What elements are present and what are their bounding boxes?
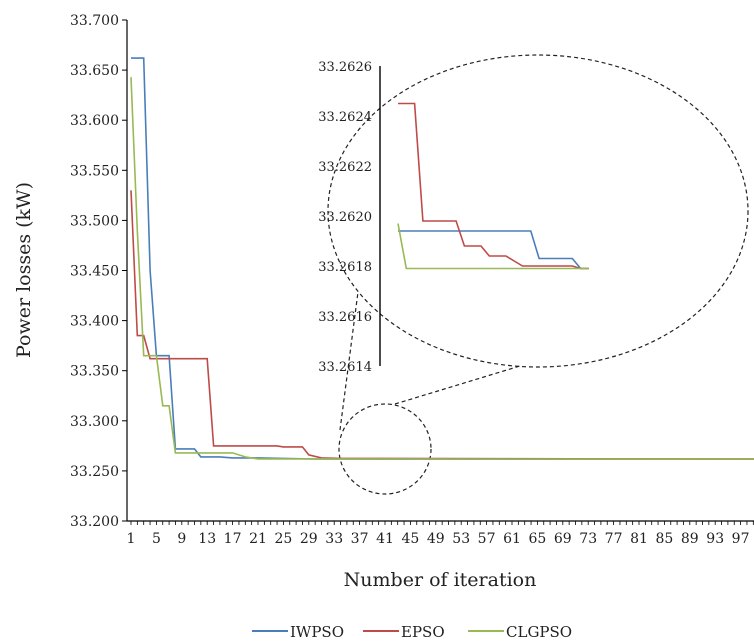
- x-tick-label: 81: [630, 531, 648, 547]
- x-tick-label: 5: [152, 531, 161, 547]
- zoom-connector-lower: [394, 365, 521, 405]
- inset-series-line-clgpso: [397, 223, 589, 270]
- x-tick-label: 97: [732, 531, 750, 547]
- y-tick-label: 33.600: [70, 113, 119, 129]
- zoom-connector-upper: [339, 291, 359, 431]
- series-line-epso: [130, 190, 754, 460]
- series-line-clgpso: [130, 77, 754, 460]
- inset-y-tick-label: 33.2614: [318, 360, 372, 375]
- legend-label-clgpso: CLGPSO: [506, 623, 572, 641]
- x-tick-label: 29: [300, 531, 318, 547]
- main-axes: 33.200 33.250 33.300 33.350 33.400 33.450 33.5…: [70, 13, 754, 547]
- inset-y-tick-label: 33.2622: [318, 160, 372, 175]
- inset-y-tick-label: 33.2620: [318, 210, 372, 225]
- x-tick-label: 9: [177, 531, 186, 547]
- x-tick-label: 37: [351, 531, 369, 547]
- y-tick-label: 33.250: [70, 464, 119, 480]
- inset-y-tick-label: 33.2618: [318, 260, 372, 275]
- x-tick-label: 21: [249, 531, 267, 547]
- legend: IWPSO EPSO CLGPSO: [252, 623, 572, 641]
- x-tick-label: 49: [427, 531, 445, 547]
- x-tick-label: 69: [554, 531, 572, 547]
- inset-series-line-epso: [398, 102, 589, 270]
- x-tick-label: 13: [198, 531, 216, 547]
- legend-label-iwpso: IWPSO: [290, 623, 344, 641]
- y-tick-label: 33.500: [70, 213, 119, 229]
- x-tick-label: 1: [127, 531, 136, 547]
- legend-label-epso: EPSO: [401, 623, 445, 641]
- inset-series-line-iwpso: [398, 230, 589, 270]
- x-tick-label: 53: [452, 531, 470, 547]
- y-tick-label: 33.350: [70, 364, 119, 380]
- y-tick-label: 33.400: [70, 314, 119, 330]
- zoom-inset-ellipse: [327, 54, 749, 368]
- y-tick-label: 33.550: [70, 163, 119, 179]
- x-tick-label: 57: [478, 531, 496, 547]
- x-tick-label: 93: [706, 531, 724, 547]
- zoom-inset: 33.2614 33.2616 33.2618 33.2620 33.2622 33.26…: [318, 60, 589, 375]
- y-axis-title: Power losses (kW): [13, 182, 35, 358]
- inset-y-tick-label: 33.2626: [318, 60, 372, 75]
- x-tick-label: 45: [401, 531, 419, 547]
- zoom-source-ellipse: [338, 403, 432, 495]
- x-tick-label: 85: [655, 531, 673, 547]
- y-tick-label: 33.300: [70, 414, 119, 430]
- series-line-iwpso: [131, 57, 754, 460]
- y-tick-label: 33.200: [70, 514, 119, 530]
- x-tick-label: 17: [224, 531, 242, 547]
- x-axis-title: Number of iteration: [344, 569, 537, 591]
- x-tick-label: 65: [528, 531, 546, 547]
- y-tick-label: 33.450: [70, 264, 119, 280]
- x-tick-label: 89: [681, 531, 699, 547]
- x-tick-label: 77: [605, 531, 623, 547]
- zoom-callout: [327, 54, 749, 495]
- inset-y-tick-label: 33.2624: [318, 110, 372, 125]
- y-tick-label: 33.700: [70, 13, 119, 29]
- x-tick-label: 61: [503, 531, 521, 547]
- inset-y-tick-label: 33.2616: [318, 310, 372, 325]
- y-tick-label: 33.650: [70, 63, 119, 79]
- x-tick-label: 41: [376, 531, 394, 547]
- x-tick-label: 25: [274, 531, 292, 547]
- x-tick-label: 33: [325, 531, 343, 547]
- x-tick-label: 73: [579, 531, 597, 547]
